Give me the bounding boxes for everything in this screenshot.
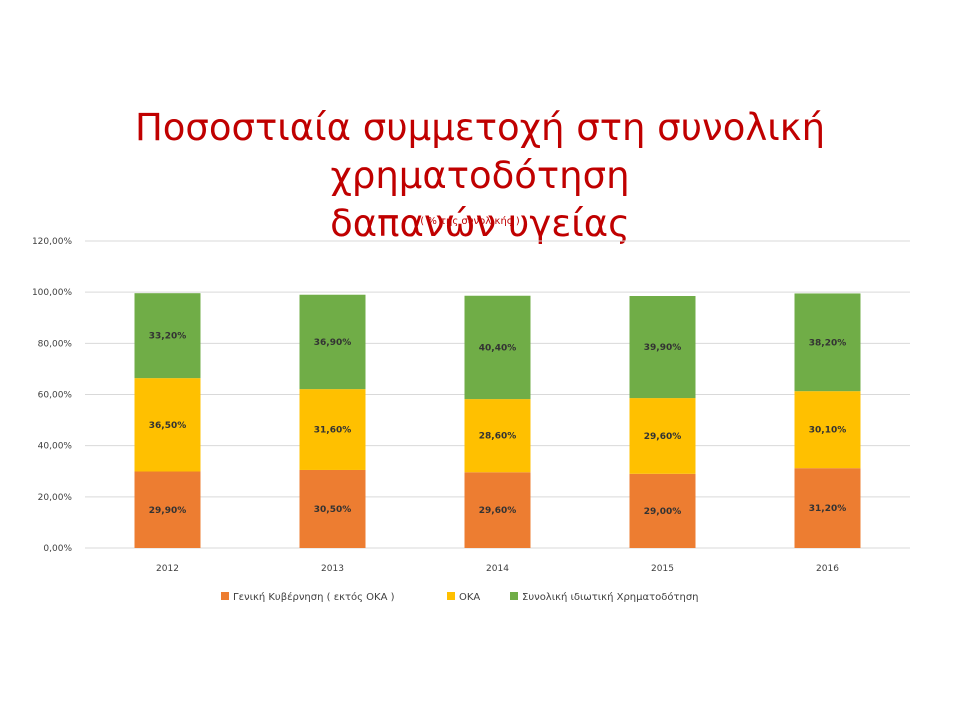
bar-segment bbox=[299, 294, 366, 390]
bar-segment bbox=[464, 295, 531, 400]
data-label: 29,00% bbox=[644, 507, 682, 517]
legend-swatch bbox=[447, 592, 455, 600]
legend-label: Συνολική ιδιωτική Χρηματοδότηση bbox=[522, 591, 699, 603]
slide-title-line-1: Ποσοστιαία συμμετοχή στη συνολική χρηματ… bbox=[134, 106, 826, 197]
x-axis-ticks: 2012 2013 2014 2015 2016 bbox=[156, 564, 839, 574]
slide-title-line-2: δαπανών υγείας bbox=[330, 202, 630, 245]
data-label: 29,60% bbox=[644, 432, 682, 442]
x-tick-label: 2015 bbox=[651, 564, 674, 574]
data-label: 33,20% bbox=[149, 332, 187, 342]
chart-subtitle: ( % της συνολικής ) bbox=[420, 215, 520, 227]
bar-segment bbox=[134, 293, 201, 379]
x-tick-label: 2014 bbox=[486, 564, 509, 574]
y-tick-label: 120,00% bbox=[32, 237, 72, 247]
y-tick-label: 20,00% bbox=[38, 493, 73, 503]
x-tick-label: 2013 bbox=[321, 564, 344, 574]
data-label: 29,60% bbox=[479, 506, 517, 516]
bar-segment bbox=[134, 471, 201, 548]
y-tick-label: 60,00% bbox=[38, 391, 73, 401]
bar-segment bbox=[629, 398, 696, 474]
bars: 29,90% 36,50% 33,20% 30,50% 31,60% 36,90% 29,6… bbox=[134, 293, 861, 548]
legend-swatch bbox=[221, 592, 229, 600]
bar-segment bbox=[629, 473, 696, 548]
y-tick-label: 0,00% bbox=[43, 544, 72, 554]
bar-segment bbox=[794, 293, 861, 392]
x-tick-label: 2012 bbox=[156, 564, 179, 574]
data-label: 40,40% bbox=[479, 343, 517, 353]
data-label: 36,50% bbox=[149, 421, 187, 431]
bar-segment bbox=[629, 296, 696, 399]
legend-swatch bbox=[510, 592, 518, 600]
data-label: 39,90% bbox=[644, 343, 682, 353]
bar-segment bbox=[794, 391, 861, 469]
data-label: 30,10% bbox=[809, 426, 847, 436]
y-axis-ticks: 0,00% 20,00% 40,00% 60,00% 80,00% 100,00% 120,… bbox=[32, 237, 72, 554]
data-label: 30,50% bbox=[314, 505, 352, 515]
y-tick-label: 40,00% bbox=[38, 442, 73, 452]
data-label: 29,90% bbox=[149, 506, 187, 516]
data-label: 31,60% bbox=[314, 426, 352, 436]
data-label: 38,20% bbox=[809, 338, 847, 348]
legend: Γενική Κυβέρνηση ( εκτός ΟΚΑ ) ΟΚΑ Συνολικ… bbox=[221, 591, 699, 603]
bar-segment bbox=[299, 469, 366, 548]
data-label: 28,60% bbox=[479, 432, 517, 442]
bar-segment bbox=[134, 378, 201, 472]
y-tick-label: 80,00% bbox=[38, 339, 73, 349]
legend-label: ΟΚΑ bbox=[459, 592, 480, 603]
bar-segment bbox=[299, 389, 366, 470]
legend-label: Γενική Κυβέρνηση ( εκτός ΟΚΑ ) bbox=[233, 591, 395, 603]
bar-segment bbox=[464, 399, 531, 473]
data-label: 31,20% bbox=[809, 504, 847, 514]
bar-segment bbox=[464, 472, 531, 548]
y-tick-label: 100,00% bbox=[32, 288, 72, 298]
x-tick-label: 2016 bbox=[816, 564, 839, 574]
slide-title: Ποσοστιαία συμμετοχή στη συνολική χρηματ… bbox=[20, 104, 940, 248]
bar-segment bbox=[794, 468, 861, 548]
data-label: 36,90% bbox=[314, 338, 352, 348]
